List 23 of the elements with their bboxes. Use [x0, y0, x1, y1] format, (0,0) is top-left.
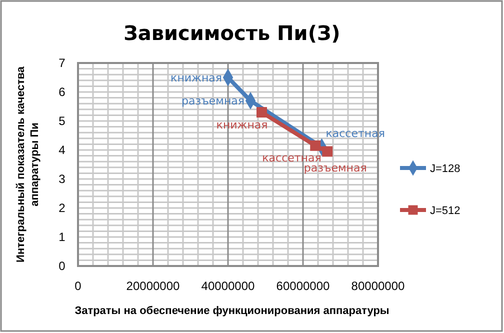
legend-label: J=128	[430, 162, 460, 175]
y-axis-title: Интегральный показатель качества аппаратуры Пи	[15, 66, 41, 262]
y-tick-label: 0	[58, 259, 66, 274]
data-label: книжная	[170, 72, 222, 84]
point	[322, 146, 333, 157]
y-tick-label: 7	[58, 56, 66, 70]
y-tick-label: 5	[58, 114, 66, 128]
y-tick-label: 1	[58, 230, 66, 244]
chart-title: Зависимость Пи(З)	[124, 21, 340, 45]
legend-label: J=512	[430, 204, 460, 217]
point	[256, 107, 267, 118]
data-label: разъемная	[304, 161, 367, 174]
y-tick-label: 4	[58, 143, 66, 158]
point	[310, 140, 321, 151]
x-tick-label: 40000000	[201, 279, 256, 293]
x-axis-title: Затраты на обеспечение функционирования аппаратуры	[74, 305, 390, 317]
y-tick-label: 3	[58, 172, 66, 186]
x-tick-label: 60000000	[276, 279, 330, 293]
y-tick-label: 6	[58, 85, 66, 100]
x-tick-label: 20000000	[126, 279, 180, 293]
x-tick-label: 80000000	[351, 279, 406, 293]
x-tick-label: 0	[74, 279, 82, 293]
y-tick-label: 2	[58, 201, 66, 216]
